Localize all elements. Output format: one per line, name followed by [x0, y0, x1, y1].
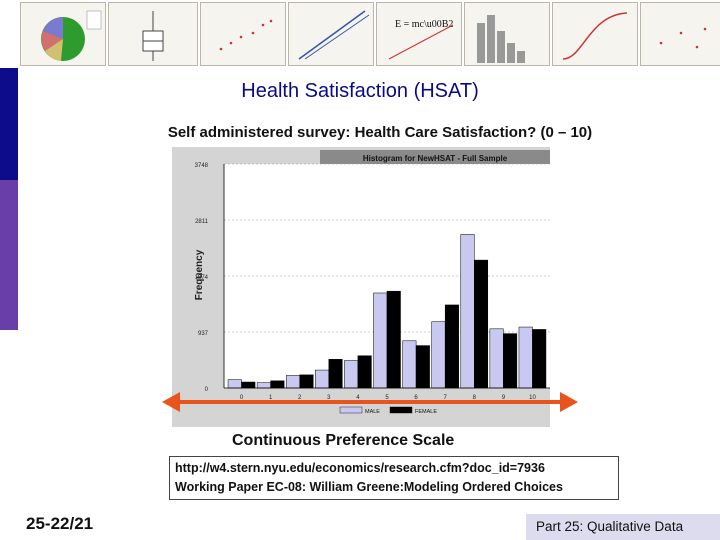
thumbnail-pie-chart: [20, 2, 106, 66]
bar-male-3: [315, 369, 330, 389]
x-tick-label: 5: [385, 395, 389, 401]
thumbnail-box-plot: [108, 2, 198, 66]
chart-title-bar: [320, 150, 550, 164]
reference-url[interactable]: http://w4.stern.nyu.edu/economics/resear…: [175, 461, 545, 475]
bar-female-0: [241, 381, 256, 389]
thumbnail-scatter: [200, 2, 286, 66]
legend-swatch-female: [389, 406, 413, 414]
thumbnail-cdf: [552, 2, 638, 66]
accent-band-purple: [0, 180, 18, 330]
legend-label-male: MALE: [365, 409, 380, 415]
bar-male-0: [227, 379, 242, 389]
y-tick-label: 0: [205, 387, 209, 393]
bar-male-7: [431, 321, 446, 389]
y-tick-label: 1874: [195, 275, 209, 281]
x-tick-label: 10: [529, 395, 536, 401]
scale-label: Continuous Preference Scale: [232, 432, 455, 449]
bar-female-7: [444, 304, 459, 389]
slide-title: Health Satisfaction (HSAT): [241, 80, 479, 102]
reference-paper: Working Paper EC-08: William Greene:Mode…: [175, 480, 563, 494]
footer-text: Part 25: Qualitative Data: [536, 519, 684, 534]
x-tick-label: 9: [502, 395, 506, 401]
bar-female-10: [532, 329, 547, 389]
accent-band-blue: [0, 68, 18, 180]
bar-male-2: [285, 375, 300, 389]
histogram-svg: Histogram for NewHSAT - Full Sample Freq…: [172, 147, 550, 427]
x-tick-label: 0: [240, 395, 244, 401]
bar-male-5: [373, 292, 388, 389]
x-tick-label: 1: [269, 395, 273, 401]
slide-subtitle: Self administered survey: Health Care Sa…: [167, 124, 593, 141]
y-tick-label: 2811: [195, 219, 209, 225]
y-tick-label: 937: [198, 331, 209, 337]
bar-male-4: [344, 360, 359, 389]
x-tick-label: 8: [473, 395, 477, 401]
bar-female-6: [415, 345, 430, 389]
x-tick-label: 7: [444, 395, 448, 401]
bar-female-9: [503, 333, 518, 389]
legend-label-female: FEMALE: [415, 409, 437, 415]
y-tick-label: 3748: [195, 163, 209, 169]
bar-male-9: [489, 328, 504, 389]
bar-female-1: [270, 380, 285, 389]
arrow-head-right: [560, 392, 578, 412]
histogram-chart: Histogram for NewHSAT - Full Sample Freq…: [172, 147, 550, 427]
reference-box: http://w4.stern.nyu.edu/economics/resear…: [169, 456, 619, 500]
bar-female-2: [299, 374, 314, 389]
bar-female-3: [328, 359, 343, 389]
thumbnail-histogram: [464, 2, 550, 66]
thumbnail-regression: E = mc\u00B2: [376, 2, 462, 66]
svg-text:E = mc\u00B2: E = mc\u00B2: [395, 19, 453, 30]
x-tick-label: 3: [327, 395, 331, 401]
bar-female-4: [357, 355, 372, 389]
y-axis-label: Frequency: [194, 249, 205, 300]
preference-arrow: [162, 392, 578, 412]
x-tick-label: 2: [298, 395, 302, 401]
bar-female-5: [386, 290, 401, 389]
slide-number: 25-22/21: [26, 514, 94, 533]
thumbnail-line-fit: [288, 2, 374, 66]
thumbnail-banner: E = mc\u00B2: [0, 0, 720, 68]
left-accent-band: [0, 68, 18, 540]
bar-male-1: [256, 382, 271, 389]
legend-swatch-male: [339, 406, 363, 414]
thumbnail-scatter-2: [640, 2, 720, 66]
bar-male-10: [518, 326, 533, 389]
bar-female-8: [474, 259, 489, 389]
x-tick-label: 4: [356, 395, 360, 401]
footer-box: Part 25: Qualitative Data: [526, 514, 720, 540]
bar-male-8: [460, 234, 475, 389]
bar-male-6: [402, 340, 417, 389]
arrow-head-left: [162, 392, 180, 412]
chart-title: Histogram for NewHSAT - Full Sample: [363, 154, 508, 163]
x-tick-label: 6: [414, 395, 418, 401]
